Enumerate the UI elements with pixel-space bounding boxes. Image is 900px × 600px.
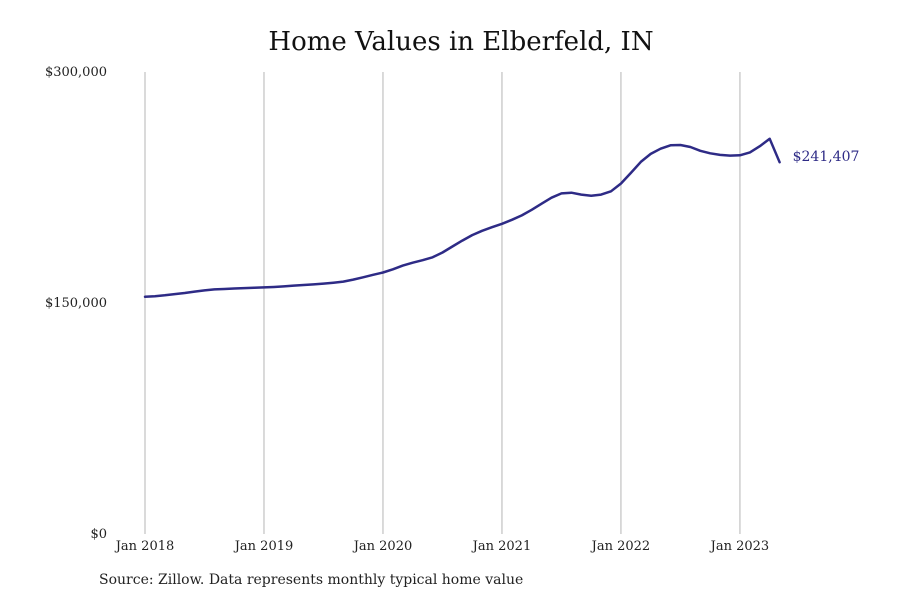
y-tick-label: $0 xyxy=(90,527,107,542)
x-tick-label: Jan 2020 xyxy=(352,539,413,554)
chart-title: Home Values in Elberfeld, IN xyxy=(268,27,654,57)
x-tick-label: Jan 2021 xyxy=(471,539,532,554)
x-tick-label: Jan 2019 xyxy=(233,539,294,554)
x-tick-label: Jan 2022 xyxy=(590,539,651,554)
y-tick-label: $150,000 xyxy=(45,296,107,311)
y-axis-ticks: $0 $150,000 $300,000 xyxy=(45,65,107,542)
series-line xyxy=(143,137,781,299)
x-axis-ticks: Jan 2018 Jan 2019 Jan 2020 Jan 2021 Jan 2022… xyxy=(114,539,770,554)
y-tick-label: $300,000 xyxy=(45,65,107,80)
source-note: Source: Zillow. Data represents monthly … xyxy=(99,572,524,588)
x-tick-label: Jan 2023 xyxy=(709,539,770,554)
x-tick-label: Jan 2018 xyxy=(114,539,175,554)
end-value-label: $241,407 xyxy=(793,149,860,165)
gridlines xyxy=(144,72,741,534)
